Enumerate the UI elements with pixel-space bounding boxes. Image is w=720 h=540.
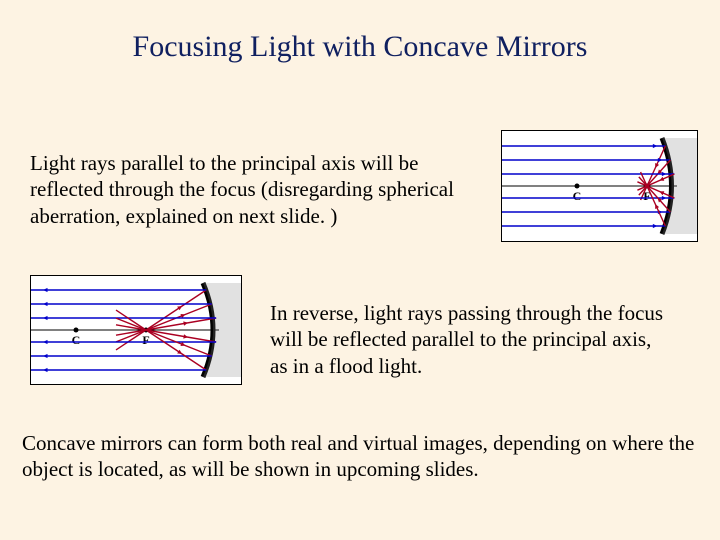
paragraph-2: In reverse, light rays passing through t… <box>270 300 670 379</box>
svg-text:C: C <box>72 333 81 347</box>
paragraph-3: Concave mirrors can form both real and v… <box>22 430 702 483</box>
svg-text:C: C <box>573 189 582 203</box>
slide: Focusing Light with Concave Mirrors Ligh… <box>0 0 720 540</box>
svg-text:F: F <box>142 333 149 347</box>
slide-title: Focusing Light with Concave Mirrors <box>0 30 720 64</box>
diagram-focus-to-parallel: CF <box>30 275 242 385</box>
paragraph-1: Light rays parallel to the principal axi… <box>30 150 460 229</box>
diagram-parallel-to-focus: CF <box>501 130 698 242</box>
